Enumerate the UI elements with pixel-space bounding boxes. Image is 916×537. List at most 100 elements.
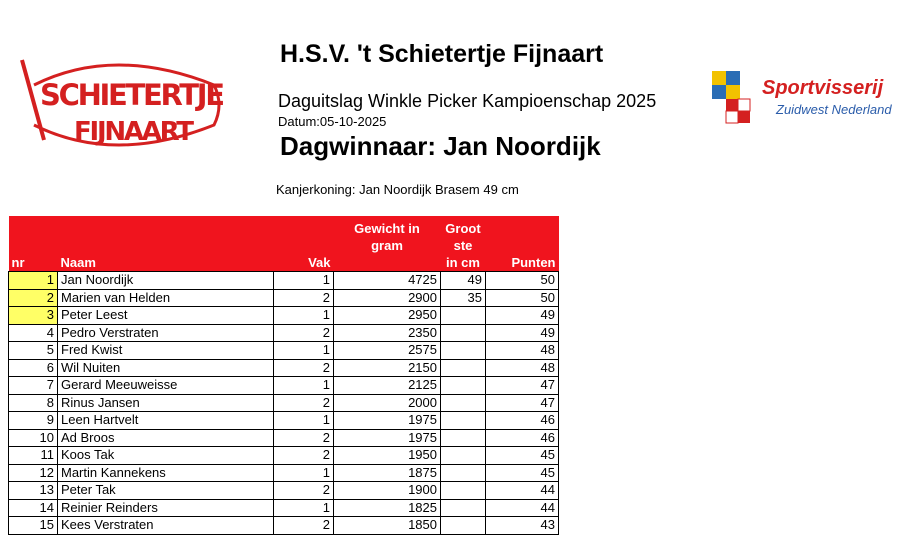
table-cell bbox=[440, 463, 486, 482]
table-cell bbox=[440, 498, 486, 517]
column-header: Punten bbox=[485, 216, 559, 272]
table-cell: 8 bbox=[8, 393, 58, 412]
header-line: in cm bbox=[446, 255, 480, 270]
table-cell: 2900 bbox=[333, 288, 441, 307]
table-cell: 47 bbox=[485, 393, 559, 412]
table-cell: 1 bbox=[273, 463, 334, 482]
table-row: 3 Peter Leest 1 2950 49 bbox=[8, 306, 559, 325]
table-cell: 13 bbox=[8, 481, 58, 500]
table-cell: 1 bbox=[273, 376, 334, 395]
table-cell: 1900 bbox=[333, 481, 441, 500]
table-row: 14 Reinier Reinders 1 1825 44 bbox=[8, 498, 559, 517]
header-row: nr Naam Vak Gewicht in gram Groot ste in cm Punt… bbox=[8, 216, 559, 272]
table-cell: Peter Leest bbox=[57, 306, 274, 325]
table-cell: 50 bbox=[485, 271, 559, 290]
table-row: 2 Marien van Helden 2 2900 35 50 bbox=[8, 288, 559, 307]
table-cell: 35 bbox=[440, 288, 486, 307]
table-cell: 1825 bbox=[333, 498, 441, 517]
table-cell: 2125 bbox=[333, 376, 441, 395]
table-cell: 2 bbox=[273, 481, 334, 500]
subtitle: Daguitslag Winkle Picker Kampioenschap 2… bbox=[278, 91, 657, 111]
table-cell: 45 bbox=[485, 463, 559, 482]
table-cell: 2 bbox=[273, 358, 334, 377]
results-table: nr Naam Vak Gewicht in gram Groot ste in cm Punt… bbox=[8, 216, 559, 535]
table-row: 5 Fred Kwist 1 2575 48 bbox=[8, 341, 559, 360]
table-cell bbox=[440, 446, 486, 465]
table-cell: 1 bbox=[273, 498, 334, 517]
logo-text: SCHIETERTJE bbox=[40, 78, 225, 112]
table-cell: 1 bbox=[273, 271, 334, 290]
logo-fish bbox=[33, 63, 221, 147]
table-cell: 45 bbox=[485, 446, 559, 465]
column-header: Naam bbox=[57, 216, 274, 272]
table-cell: 2 bbox=[273, 446, 334, 465]
table-cell: 49 bbox=[440, 271, 486, 290]
table-cell: Ad Broos bbox=[57, 428, 274, 447]
table-cell: 4 bbox=[8, 323, 58, 342]
table-cell: 1975 bbox=[333, 411, 441, 430]
column-header: Gewicht in gram bbox=[333, 216, 441, 272]
logo-name: Sportvisserij bbox=[762, 77, 884, 99]
header-line: Gewicht in bbox=[354, 221, 420, 236]
table-cell: 2150 bbox=[333, 358, 441, 377]
table-row: 13 Peter Tak 2 1900 44 bbox=[8, 481, 559, 500]
logo-right: Sportvisserij Zuidwest Nederland bbox=[712, 71, 892, 124]
table-cell: Pedro Verstraten bbox=[57, 323, 274, 342]
table-row: 9 Leen Hartvelt 1 1975 46 bbox=[8, 411, 559, 430]
table-cell: 11 bbox=[8, 446, 58, 465]
table-cell: 43 bbox=[485, 516, 559, 535]
table-cell: Rinus Jansen bbox=[57, 393, 274, 412]
winner: Dagwinnaar: Jan Noordijk bbox=[280, 131, 601, 161]
table-cell: Gerard Meeuweisse bbox=[57, 376, 274, 395]
column-header: Vak bbox=[273, 216, 334, 272]
table-cell bbox=[440, 481, 486, 500]
table-cell: 2 bbox=[273, 516, 334, 535]
table-cell: Peter Tak bbox=[57, 481, 274, 500]
table-cell: Koos Tak bbox=[57, 446, 274, 465]
table-cell bbox=[440, 323, 486, 342]
table-cell: 46 bbox=[485, 411, 559, 430]
table-cell: 2950 bbox=[333, 306, 441, 325]
table-cell: Marien van Helden bbox=[57, 288, 274, 307]
table-row: 11 Koos Tak 2 1950 45 bbox=[8, 446, 559, 465]
table-cell: 2350 bbox=[333, 323, 441, 342]
table-cell: 2000 bbox=[333, 393, 441, 412]
table-body: 1 Jan Noordijk 1 4725 49 50 2 Marien van Helden… bbox=[8, 271, 559, 535]
table-cell: 1 bbox=[273, 306, 334, 325]
table-row: 7 Gerard Meeuweisse 1 2125 47 bbox=[8, 376, 559, 395]
column-header: nr bbox=[8, 216, 58, 272]
header-line: Naam bbox=[60, 255, 96, 270]
table-cell: 9 bbox=[8, 411, 58, 430]
table-cell: 1 bbox=[8, 271, 58, 290]
table-cell: 1 bbox=[273, 341, 334, 360]
table-cell: 1875 bbox=[333, 463, 441, 482]
table-cell bbox=[440, 411, 486, 430]
table-cell: 14 bbox=[8, 498, 58, 517]
table-cell: 49 bbox=[485, 323, 559, 342]
header-line: gram bbox=[371, 238, 403, 253]
logo-left: SCHIETERTJE FIJNAART bbox=[20, 59, 225, 147]
table-cell: 1950 bbox=[333, 446, 441, 465]
table-cell: 44 bbox=[485, 498, 559, 517]
column-header: Groot ste in cm bbox=[440, 216, 486, 272]
header-line: ste bbox=[453, 238, 473, 253]
header-line: nr bbox=[11, 255, 25, 270]
table-row: 12 Martin Kannekens 1 1875 45 bbox=[8, 463, 559, 482]
table-cell: 2 bbox=[273, 393, 334, 412]
table-cell: 2 bbox=[273, 288, 334, 307]
title: H.S.V. 't Schietertje Fijnaart bbox=[280, 40, 604, 68]
table-cell: 7 bbox=[8, 376, 58, 395]
header-line: Vak bbox=[308, 255, 331, 270]
table-cell: 50 bbox=[485, 288, 559, 307]
table-cell: 48 bbox=[485, 341, 559, 360]
table-cell: 5 bbox=[8, 341, 58, 360]
table-cell: 46 bbox=[485, 428, 559, 447]
table-cell: 2575 bbox=[333, 341, 441, 360]
table-cell: Kees Verstraten bbox=[57, 516, 274, 535]
header-line: Groot bbox=[445, 221, 481, 236]
table-cell: Wil Nuiten bbox=[57, 358, 274, 377]
table-cell: Leen Hartvelt bbox=[57, 411, 274, 430]
table-row: 8 Rinus Jansen 2 2000 47 bbox=[8, 393, 559, 412]
table-cell bbox=[440, 358, 486, 377]
